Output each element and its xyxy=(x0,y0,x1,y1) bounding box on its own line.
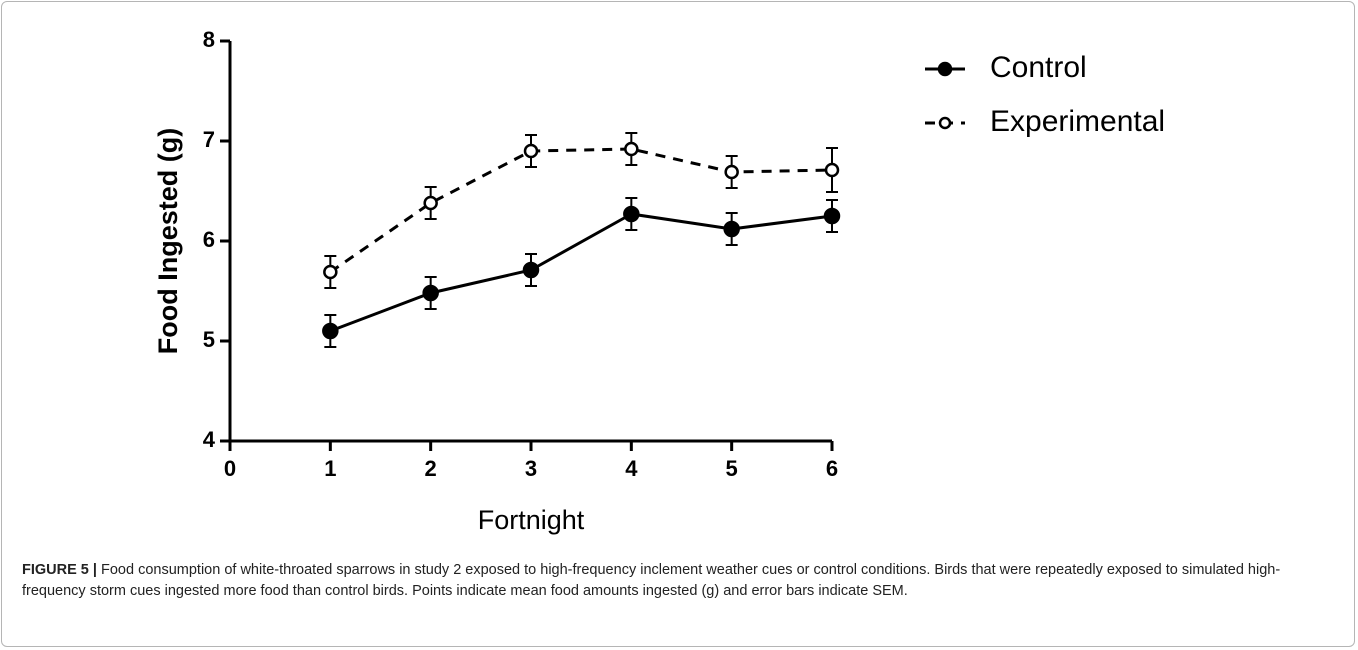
series-line xyxy=(329,147,833,274)
legend-label: Experimental xyxy=(990,105,1165,138)
data-point xyxy=(823,207,841,225)
y-tick-label: 4 xyxy=(203,427,216,452)
data-point xyxy=(624,141,639,157)
data-point xyxy=(323,264,338,280)
data-point xyxy=(322,322,339,340)
y-tick-label: 5 xyxy=(203,327,215,352)
data-point xyxy=(824,162,840,178)
chart: 4 5 6 7 8 0 1 2 3 4 5 6 Fortnight Food Ingested (g) Co… xyxy=(153,27,1165,535)
legend-marker xyxy=(938,116,952,130)
x-tick-label: 4 xyxy=(625,456,638,481)
caption-label: FIGURE 5 | xyxy=(22,562,97,578)
x-tick-label: 6 xyxy=(826,456,838,481)
caption: FIGURE 5 | Food consumption of white-thr… xyxy=(22,560,1332,602)
x-tick-label: 3 xyxy=(525,456,537,481)
legend-label: Control xyxy=(990,51,1087,84)
x-tick-label: 2 xyxy=(425,456,437,481)
x-tick-label: 5 xyxy=(726,456,738,481)
x-tick-label: 1 xyxy=(324,456,336,481)
caption-text: Food consumption of white-throated sparr… xyxy=(22,562,1281,599)
data-point xyxy=(423,195,438,211)
y-tick-label: 7 xyxy=(203,127,215,152)
y-tick-label: 8 xyxy=(203,27,215,52)
data-point xyxy=(422,284,439,302)
y-tick-label: 6 xyxy=(203,227,215,252)
x-axis-label: Fortnight xyxy=(478,505,585,535)
y-axis-label: Food Ingested (g) xyxy=(153,128,183,354)
legend-marker xyxy=(937,61,953,77)
series-line xyxy=(329,212,833,333)
x-tick-label: 0 xyxy=(224,456,236,481)
data-point xyxy=(623,205,640,223)
data-point xyxy=(523,143,539,159)
data-point xyxy=(522,261,540,279)
data-point xyxy=(724,164,739,180)
data-point xyxy=(723,220,740,238)
